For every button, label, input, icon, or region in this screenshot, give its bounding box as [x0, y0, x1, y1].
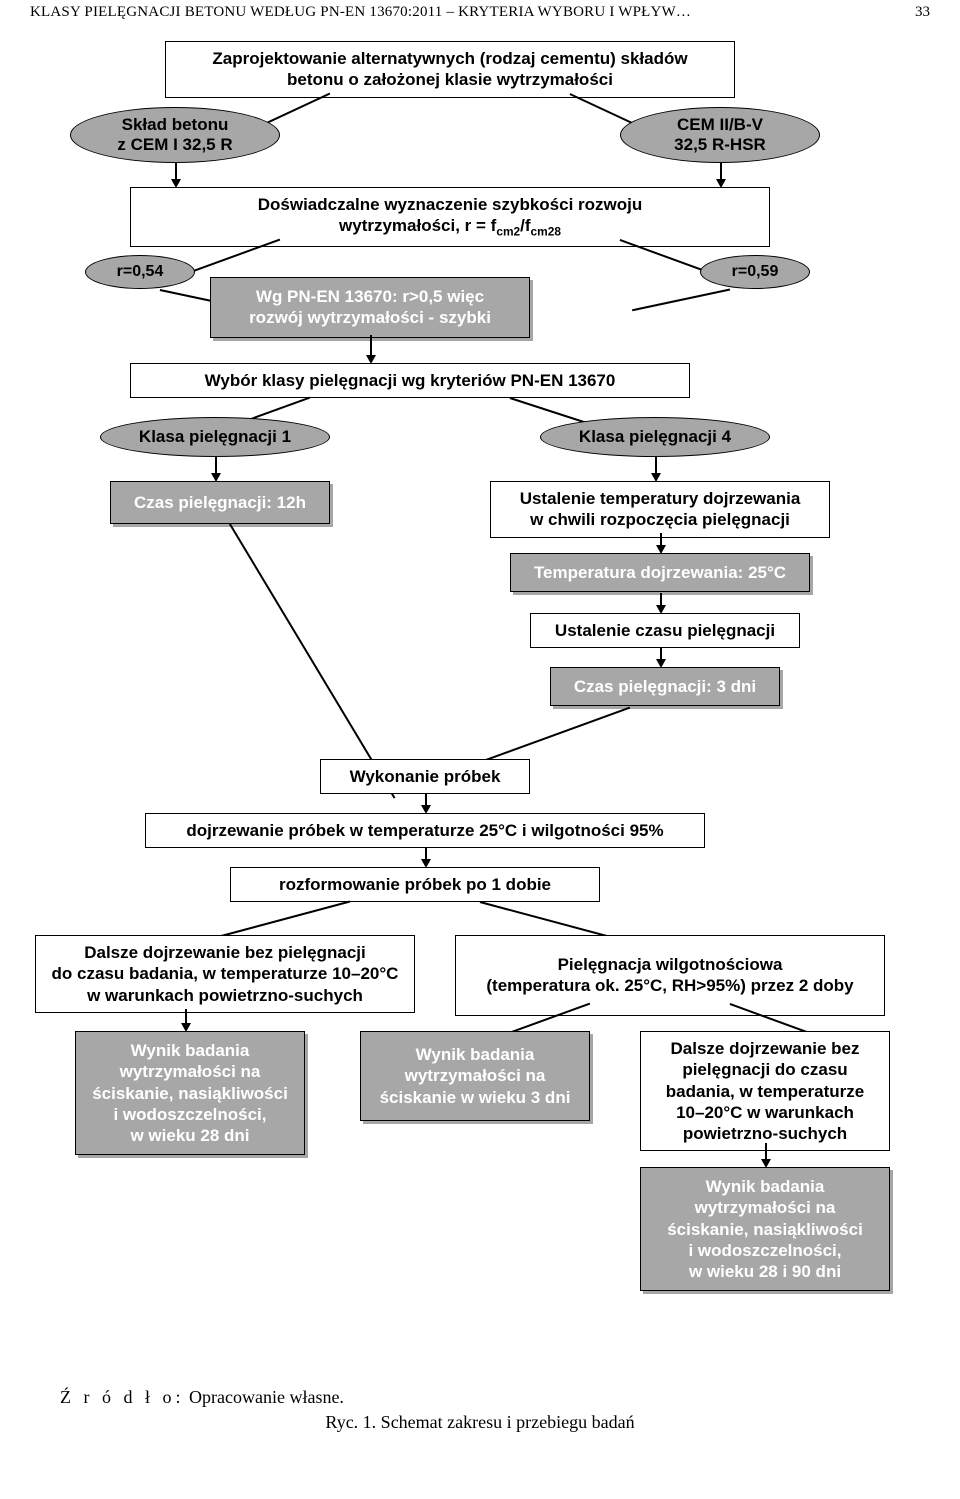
- node-label: Klasa pielęgnacji 4: [579, 427, 731, 447]
- node-label: Wybór klasy pielęgnacji wg kryteriów PN-…: [205, 371, 616, 390]
- node-class1: Klasa pielęgnacji 1: [100, 417, 330, 457]
- node-pn-en-speed: Wg PN-EN 13670: r>0,5 więc rozwój wytrzy…: [210, 277, 530, 338]
- node-cem2: CEM II/B-V 32,5 R-HSR: [620, 107, 820, 163]
- node-label: Zaprojektowanie alternatywnych (rodzaj c…: [212, 49, 687, 89]
- node-humid-curing: Pielęgnacja wilgotnościowa (temperatura …: [455, 935, 885, 1016]
- node-label: Ustalenie czasu pielęgnacji: [555, 621, 775, 640]
- node-time-3d: Czas pielęgnacji: 3 dni: [550, 667, 780, 706]
- node-no-curing: Dalsze dojrzewanie bez pielęgnacji do cz…: [35, 935, 415, 1013]
- node-label: Czas pielęgnacji: 12h: [134, 493, 306, 512]
- node-experimental: Doświadczalne wyznaczenie szybkości rozw…: [130, 187, 770, 247]
- node-label: Klasa pielęgnacji 1: [139, 427, 291, 447]
- figure-caption: Ryc. 1. Schemat zakresu i przebiegu bada…: [30, 1412, 930, 1433]
- node-label: r=0,54: [117, 263, 164, 281]
- node-label: rozformowanie próbek po 1 dobie: [279, 875, 551, 894]
- node-label: Pielęgnacja wilgotnościowa (temperatura …: [486, 955, 853, 995]
- node-make-samples: Wykonanie próbek: [320, 759, 530, 794]
- node-time-12h: Czas pielęgnacji: 12h: [110, 481, 330, 524]
- source-text: Opracowanie własne.: [185, 1387, 344, 1407]
- page-number: 33: [915, 4, 930, 21]
- node-r054: r=0,54: [85, 255, 195, 289]
- node-label: Wynik badania wytrzymałości na ściskanie…: [667, 1177, 863, 1281]
- node-label: Doświadczalne wyznaczenie szybkości rozw…: [258, 195, 643, 235]
- source-label: Ź r ó d ł o:: [60, 1387, 185, 1407]
- node-label: Czas pielęgnacji: 3 dni: [574, 677, 756, 696]
- node-label: Dalsze dojrzewanie bez pielęgnacji do cz…: [52, 943, 399, 1005]
- node-label: Temperatura dojrzewania: 25°C: [534, 563, 786, 582]
- page-header: KLASY PIELĘGNACJI BETONU WEDŁUG PN-EN 13…: [30, 4, 691, 21]
- node-determine-time: Ustalenie czasu pielęgnacji: [530, 613, 800, 648]
- node-result-3d: Wynik badania wytrzymałości na ściskanie…: [360, 1031, 590, 1121]
- node-maturing: dojrzewanie próbek w temperaturze 25°C i…: [145, 813, 705, 848]
- node-label: Wg PN-EN 13670: r>0,5 więc rozwój wytrzy…: [249, 287, 491, 327]
- node-r059: r=0,59: [700, 255, 810, 289]
- node-result-28-90d: Wynik badania wytrzymałości na ściskanie…: [640, 1167, 890, 1291]
- source-line: Ź r ó d ł o: Opracowanie własne.: [60, 1387, 930, 1408]
- node-label: Wynik badania wytrzymałości na ściskanie…: [92, 1041, 288, 1145]
- node-label: CEM II/B-V 32,5 R-HSR: [674, 115, 766, 154]
- node-label: r=0,59: [732, 263, 779, 281]
- node-label: Wykonanie próbek: [350, 767, 501, 786]
- node-label: Wynik badania wytrzymałości na ściskanie…: [380, 1045, 571, 1107]
- node-label: Ustalenie temperatury dojrzewania w chwi…: [520, 489, 801, 529]
- node-class-selection: Wybór klasy pielęgnacji wg kryteriów PN-…: [130, 363, 690, 398]
- node-result-28d: Wynik badania wytrzymałości na ściskanie…: [75, 1031, 305, 1155]
- node-label: dojrzewanie próbek w temperaturze 25°C i…: [186, 821, 663, 840]
- node-design-alternatives: Zaprojektowanie alternatywnych (rodzaj c…: [165, 41, 735, 98]
- node-label: Skład betonu z CEM I 32,5 R: [117, 115, 232, 154]
- node-temp-25: Temperatura dojrzewania: 25°C: [510, 553, 810, 592]
- node-demould: rozformowanie próbek po 1 dobie: [230, 867, 600, 902]
- node-determine-temp: Ustalenie temperatury dojrzewania w chwi…: [490, 481, 830, 538]
- node-further-maturing: Dalsze dojrzewanie bez pielęgnacji do cz…: [640, 1031, 890, 1151]
- node-class4: Klasa pielęgnacji 4: [540, 417, 770, 457]
- node-cem1: Skład betonu z CEM I 32,5 R: [70, 107, 280, 163]
- node-label: Dalsze dojrzewanie bez pielęgnacji do cz…: [666, 1039, 864, 1143]
